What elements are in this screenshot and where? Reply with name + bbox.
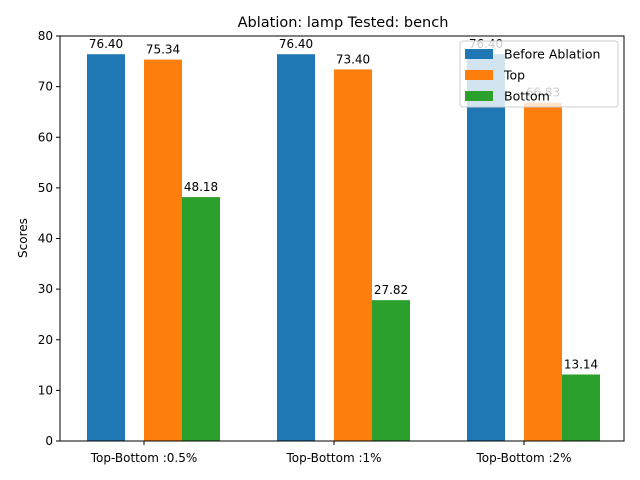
- y-tick-label: 50: [38, 181, 53, 195]
- y-tick-label: 10: [38, 383, 53, 397]
- bar-top-2: [334, 69, 372, 441]
- bar-bottom-1: [182, 197, 220, 441]
- bar-bottom-3: [562, 374, 600, 441]
- bar-before-ablation-1: [87, 54, 125, 441]
- y-tick-label: 0: [45, 434, 53, 448]
- data-label: 73.40: [336, 52, 370, 66]
- bar-top-3: [524, 102, 562, 441]
- bars-group: [87, 54, 600, 442]
- data-label: 75.34: [146, 43, 180, 57]
- legend: Before Ablation Top Bottom: [459, 40, 619, 108]
- x-tick-label: Top-Bottom :1%: [285, 451, 381, 465]
- legend-swatch: [465, 91, 493, 101]
- legend-label: Before Ablation: [504, 47, 600, 62]
- y-tick-label: 40: [38, 232, 53, 246]
- chart-title: Ablation: lamp Tested: bench: [238, 15, 449, 31]
- bar-bottom-2: [372, 300, 410, 441]
- data-label: 76.40: [279, 37, 313, 51]
- data-label: 13.14: [564, 357, 598, 371]
- y-tick-label: 60: [38, 130, 53, 144]
- bar-before-ablation-2: [277, 54, 315, 441]
- y-tick-label: 30: [38, 282, 53, 296]
- bar-before-ablation-3: [467, 54, 505, 441]
- y-tick-label: 80: [38, 29, 53, 43]
- data-label: 27.82: [374, 283, 408, 297]
- data-label: 48.18: [184, 180, 218, 194]
- legend-label: Top: [503, 68, 525, 83]
- legend-swatch: [465, 70, 493, 80]
- legend-box: [459, 40, 619, 108]
- x-tick-label: Top-Bottom :2%: [475, 451, 571, 465]
- y-axis-label: Scores: [16, 218, 30, 258]
- data-label: 76.40: [89, 37, 123, 51]
- bar-top-1: [144, 59, 182, 442]
- x-tick-label: Top-Bottom :0.5%: [90, 451, 198, 465]
- legend-label: Bottom: [504, 89, 550, 104]
- y-tick-label: 70: [38, 80, 53, 94]
- axes-group: Top-Bottom :0.5% Top-Bottom :1% Top-Bottom…: [38, 29, 625, 465]
- y-tick-label: 20: [38, 333, 53, 347]
- legend-swatch: [465, 49, 493, 59]
- plot-frame: [59, 35, 625, 442]
